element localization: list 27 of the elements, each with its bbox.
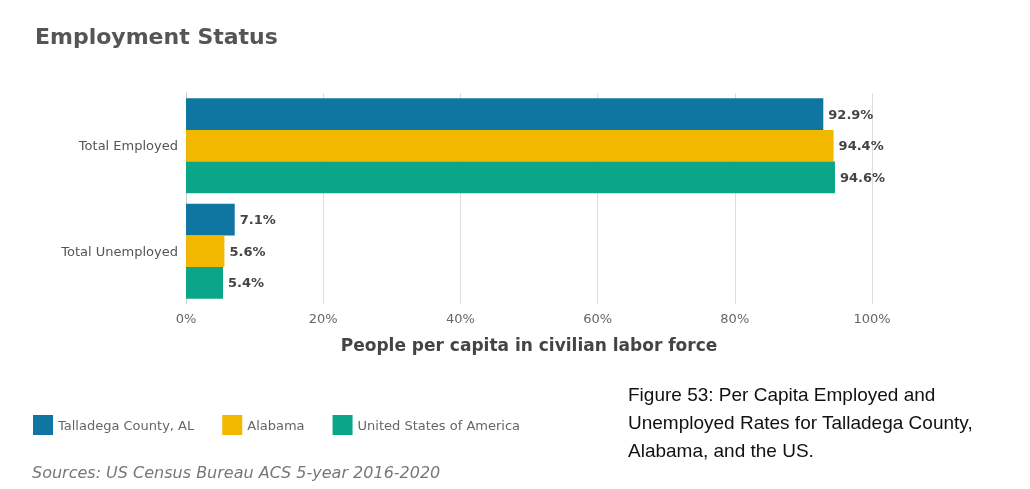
x-tick-label: 20% bbox=[308, 311, 338, 326]
legend-label: Alabama bbox=[247, 417, 305, 433]
x-tick-label: 0% bbox=[175, 311, 197, 326]
data-label: 7.1% bbox=[239, 212, 276, 228]
chart-title: Employment Status bbox=[35, 23, 278, 49]
data-label: 92.9% bbox=[828, 106, 874, 122]
source-note: Sources: US Census Bureau ACS 5-year 2016-2020 bbox=[32, 462, 441, 482]
x-tick-label: 100% bbox=[853, 311, 891, 326]
data-label: 94.6% bbox=[839, 169, 886, 185]
x-tick-label: 80% bbox=[720, 311, 750, 326]
bar bbox=[186, 267, 224, 299]
legend-label: Talladega County, AL bbox=[57, 417, 195, 433]
legend-label: United States of America bbox=[357, 417, 521, 433]
bar bbox=[186, 129, 834, 162]
data-label: 5.6% bbox=[229, 243, 266, 259]
caption: Figure 53: Per Capita Employed and Unemployed Rates for Talladega County, Alabama, and the US. bbox=[628, 383, 978, 461]
y-tick-label: Total Unemployed bbox=[60, 243, 178, 259]
x-tick-label: 60% bbox=[583, 311, 613, 326]
bar bbox=[186, 203, 235, 236]
x-axis-title: People per capita in civilian labor force bbox=[340, 334, 718, 355]
bar bbox=[186, 98, 824, 130]
bar bbox=[186, 161, 835, 194]
bar bbox=[186, 235, 225, 268]
data-label: 94.4% bbox=[838, 138, 884, 154]
y-tick-label: Total Employed bbox=[77, 138, 178, 154]
data-label: 5.4% bbox=[228, 275, 265, 291]
x-tick-label: 40% bbox=[445, 311, 475, 326]
